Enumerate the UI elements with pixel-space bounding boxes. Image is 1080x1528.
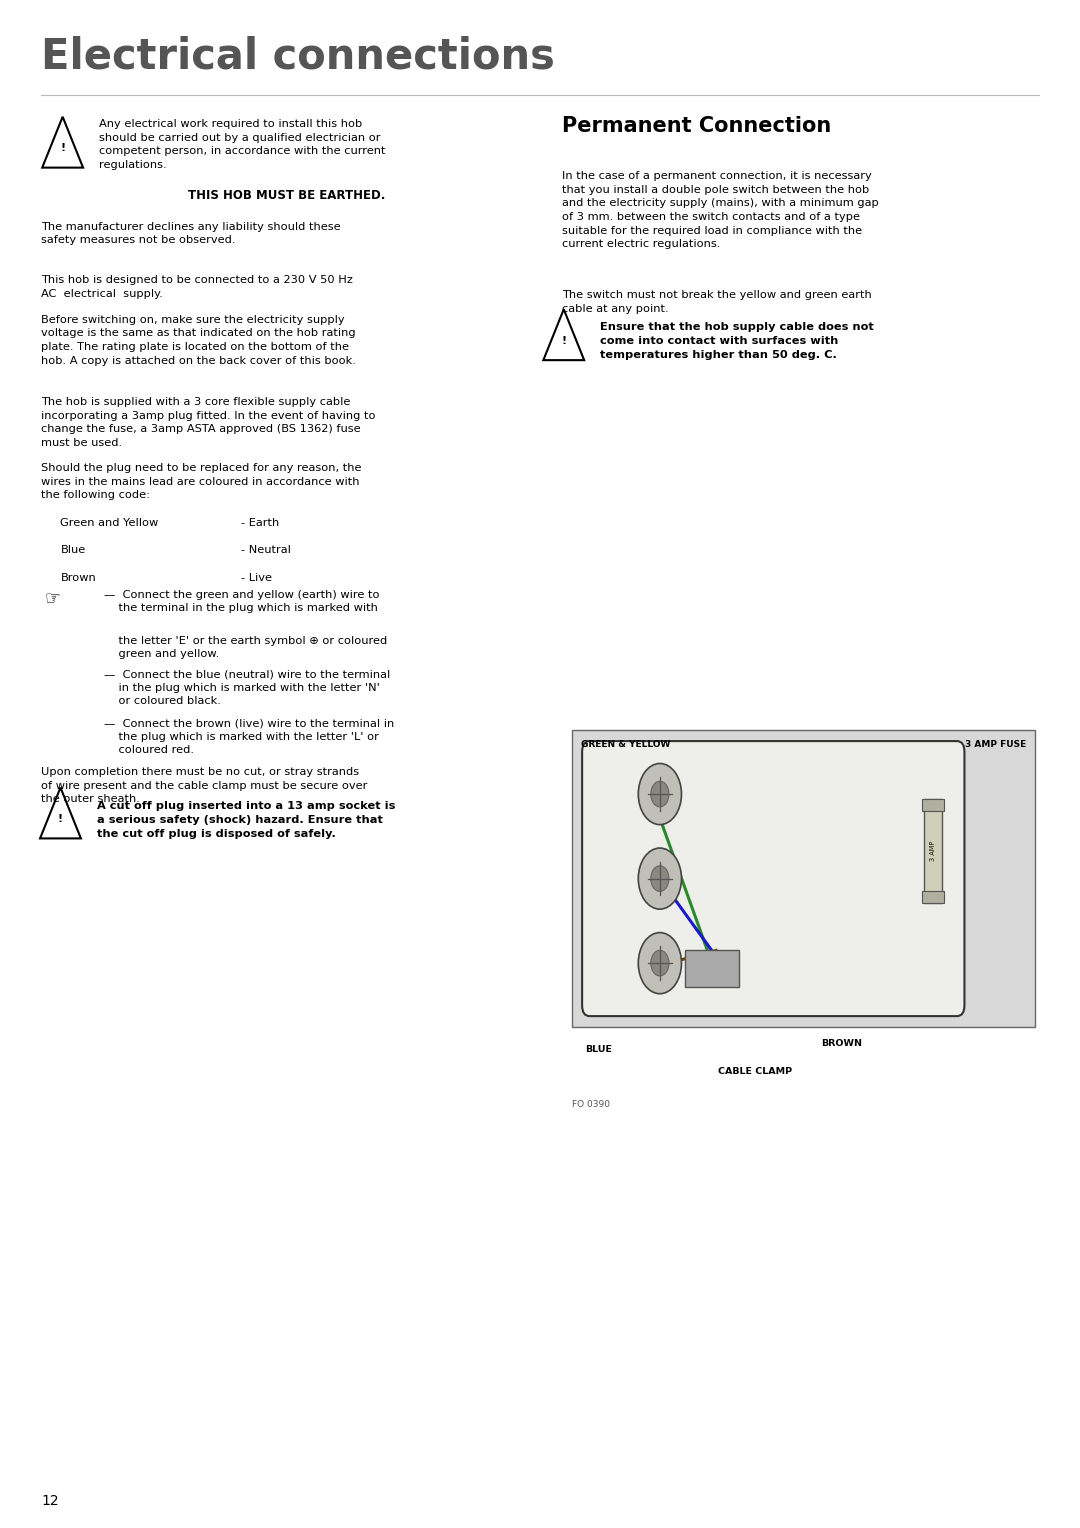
- Circle shape: [638, 932, 681, 993]
- Circle shape: [651, 866, 669, 891]
- Text: !: !: [60, 144, 65, 153]
- Text: Should the plug need to be replaced for any reason, the
wires in the mains lead : Should the plug need to be replaced for …: [41, 463, 362, 500]
- Text: Brown: Brown: [60, 573, 96, 584]
- Text: GREEN & YELLOW: GREEN & YELLOW: [581, 740, 671, 749]
- Text: 12: 12: [41, 1494, 58, 1508]
- Text: Permanent Connection: Permanent Connection: [562, 116, 831, 136]
- Text: - Live: - Live: [241, 573, 272, 584]
- Text: ☞: ☞: [44, 590, 60, 608]
- Text: - Earth: - Earth: [241, 518, 279, 529]
- Text: THIS HOB MUST BE EARTHED.: THIS HOB MUST BE EARTHED.: [188, 189, 384, 203]
- Bar: [922, 891, 944, 903]
- Text: The switch must not break the yellow and green earth
cable at any point.: The switch must not break the yellow and…: [562, 290, 872, 313]
- Text: the letter 'E' or the earth symbol ⊕ or coloured
    green and yellow.: the letter 'E' or the earth symbol ⊕ or …: [104, 636, 387, 659]
- Text: In the case of a permanent connection, it is necessary
that you install a double: In the case of a permanent connection, i…: [562, 171, 878, 249]
- Text: 3 AMP FUSE: 3 AMP FUSE: [964, 740, 1026, 749]
- Text: Green and Yellow: Green and Yellow: [60, 518, 159, 529]
- Circle shape: [651, 950, 669, 976]
- Text: Any electrical work required to install this hob
should be carried out by a qual: Any electrical work required to install …: [99, 119, 386, 170]
- Bar: [924, 799, 942, 903]
- Text: Blue: Blue: [60, 545, 85, 556]
- Text: —  Connect the green and yellow (earth) wire to
    the terminal in the plug whi: — Connect the green and yellow (earth) w…: [104, 590, 379, 613]
- FancyBboxPatch shape: [582, 741, 964, 1016]
- Text: —  Connect the blue (neutral) wire to the terminal
    in the plug which is mark: — Connect the blue (neutral) wire to the…: [104, 669, 390, 706]
- Text: Electrical connections: Electrical connections: [41, 35, 555, 76]
- Text: Ensure that the hob supply cable does not
come into contact with surfaces with
t: Ensure that the hob supply cable does no…: [600, 322, 874, 361]
- Text: BLUE: BLUE: [585, 1045, 612, 1054]
- Circle shape: [638, 764, 681, 825]
- Circle shape: [638, 848, 681, 909]
- Text: This hob is designed to be connected to a 230 V 50 Hz
AC  electrical  supply.: This hob is designed to be connected to …: [41, 275, 353, 298]
- Text: Before switching on, make sure the electricity supply
voltage is the same as tha: Before switching on, make sure the elect…: [41, 315, 356, 365]
- Text: CABLE CLAMP: CABLE CLAMP: [718, 1067, 793, 1076]
- Text: The hob is supplied with a 3 core flexible supply cable
incorporating a 3amp plu: The hob is supplied with a 3 core flexib…: [41, 397, 376, 448]
- Text: A cut off plug inserted into a 13 amp socket is
a serious safety (shock) hazard.: A cut off plug inserted into a 13 amp so…: [97, 801, 395, 839]
- Text: !: !: [562, 336, 566, 345]
- Circle shape: [651, 781, 669, 807]
- Text: —  Connect the brown (live) wire to the terminal in
    the plug which is marked: — Connect the brown (live) wire to the t…: [104, 718, 394, 755]
- Text: !: !: [58, 814, 63, 824]
- Text: Upon completion there must be no cut, or stray strands
of wire present and the c: Upon completion there must be no cut, or…: [41, 767, 367, 804]
- Text: The manufacturer declines any liability should these
safety measures not be obse: The manufacturer declines any liability …: [41, 222, 340, 244]
- Text: BROWN: BROWN: [821, 1039, 862, 1048]
- FancyBboxPatch shape: [572, 730, 1035, 1027]
- Bar: [922, 799, 944, 811]
- Text: FO 0390: FO 0390: [572, 1100, 610, 1109]
- Bar: [685, 950, 739, 987]
- Text: - Neutral: - Neutral: [241, 545, 291, 556]
- Text: 3 AMP: 3 AMP: [930, 840, 936, 862]
